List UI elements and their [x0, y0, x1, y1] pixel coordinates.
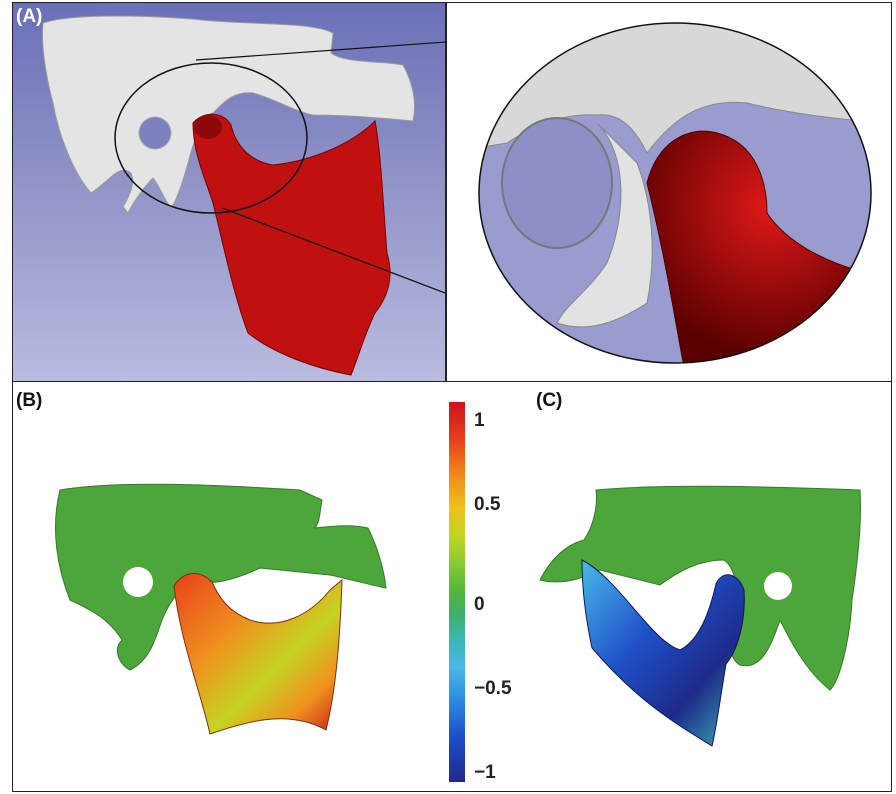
colorbar-tick-0-5: 0.5 — [474, 494, 501, 515]
mandible-model — [192, 113, 391, 376]
panel-a-enlarged-view — [446, 2, 892, 382]
panel-a-3d-view — [12, 2, 446, 382]
colorbar-tick-neg-1: −1 — [474, 762, 496, 783]
panel-a-enlarged-model — [478, 22, 872, 364]
panel-a-label: (A) — [16, 6, 43, 27]
temporal-bone-model — [42, 15, 416, 214]
ear-canal-hole — [138, 116, 172, 150]
panel-c-label: (C) — [536, 390, 563, 411]
enlarged-circle — [478, 22, 872, 364]
panel-c-skull — [539, 485, 862, 691]
panel-b-label: (B) — [16, 390, 43, 411]
colorbar-tick-neg-0-5: −0.5 — [474, 678, 512, 699]
colorbar-tick-0: 0 — [474, 594, 485, 615]
colorbar-tick-1: 1 — [474, 410, 485, 431]
zoom-circle — [114, 62, 308, 214]
colorbar — [449, 402, 465, 782]
panel-a-model — [42, 15, 416, 376]
panel-b-skull — [55, 483, 387, 671]
